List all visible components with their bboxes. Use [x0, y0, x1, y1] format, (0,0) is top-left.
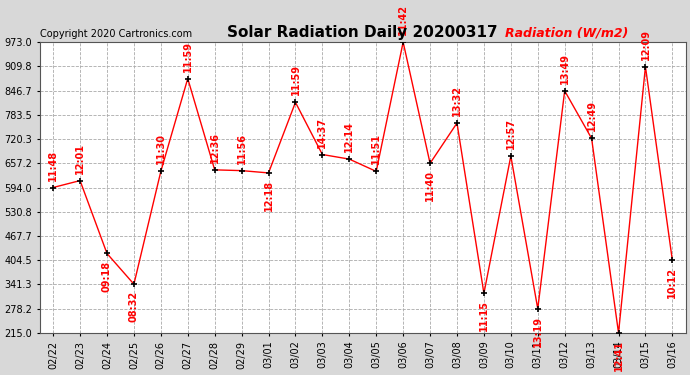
- Text: 08:32: 08:32: [129, 291, 139, 322]
- Text: 09:18: 09:18: [102, 260, 112, 291]
- Text: 12:09: 12:09: [640, 29, 651, 60]
- Text: 12:49: 12:49: [586, 100, 597, 132]
- Text: 12:14: 12:14: [344, 121, 354, 152]
- Text: 13:32: 13:32: [452, 85, 462, 116]
- Text: 13:19: 13:19: [533, 316, 543, 346]
- Text: 14:37: 14:37: [317, 117, 327, 148]
- Text: 11:30: 11:30: [156, 134, 166, 165]
- Text: 12:01: 12:01: [75, 142, 85, 174]
- Text: 11:48: 11:48: [48, 149, 58, 180]
- Text: 11:42: 11:42: [398, 4, 408, 35]
- Text: 12:57: 12:57: [506, 118, 516, 149]
- Text: 12:41: 12:41: [613, 340, 624, 371]
- Text: 12:36: 12:36: [210, 132, 219, 163]
- Text: 11:15: 11:15: [479, 300, 489, 332]
- Text: 11:59: 11:59: [183, 40, 193, 72]
- Text: Radiation (W/m2): Radiation (W/m2): [505, 26, 629, 39]
- Text: 11:56: 11:56: [237, 133, 246, 164]
- Text: 11:59: 11:59: [290, 64, 300, 95]
- Text: Copyright 2020 Cartronics.com: Copyright 2020 Cartronics.com: [40, 29, 192, 39]
- Title: Solar Radiation Daily 20200317: Solar Radiation Daily 20200317: [228, 24, 498, 39]
- Text: 11:40: 11:40: [425, 170, 435, 201]
- Text: 13:49: 13:49: [560, 53, 570, 84]
- Text: 10:12: 10:12: [667, 267, 678, 298]
- Text: 12:18: 12:18: [264, 180, 273, 211]
- Text: 11:51: 11:51: [371, 134, 381, 165]
